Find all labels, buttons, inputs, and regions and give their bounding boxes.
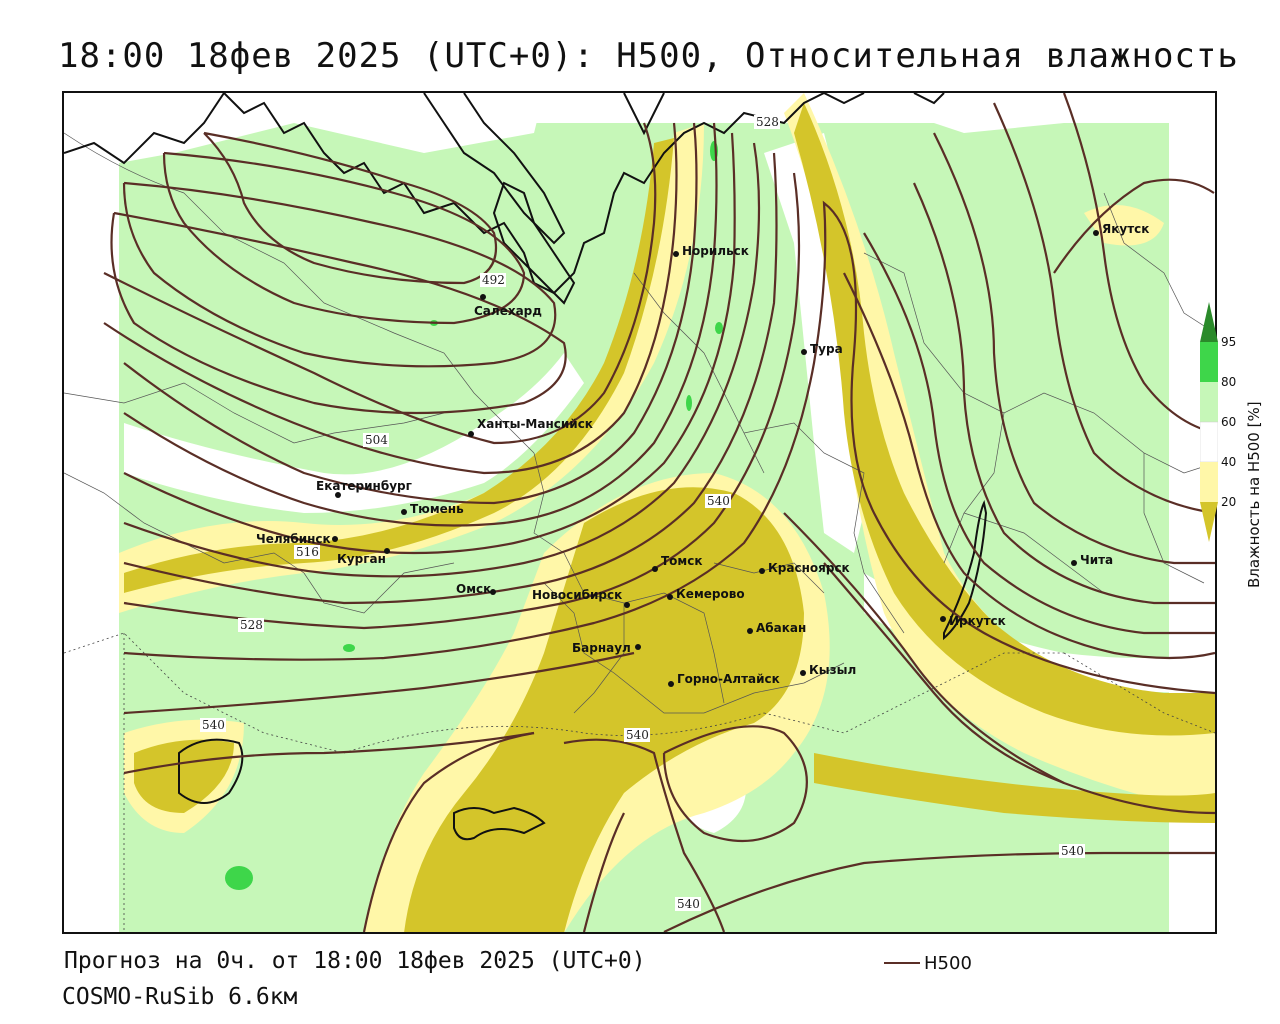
colorbar-title: Влажность на H500 [%] [1245,401,1263,588]
svg-text:Абакан: Абакан [756,621,806,635]
colorbar-tick: 95 [1221,335,1237,349]
city-tura: Тура [801,342,843,356]
svg-text:Горно-Алтайск: Горно-Алтайск [677,672,780,686]
colorbar-top-arrow [1200,302,1218,342]
city-salekhard: Салехард [474,294,542,318]
h500-legend-label: H500 [924,953,972,974]
svg-text:Кемерово: Кемерово [676,587,745,601]
city-omsk: Омск [456,582,496,596]
humidity-fill-very-high [225,866,253,890]
humidity-fill-mid [64,93,119,713]
city-barnaul: Барнаул [572,641,641,655]
city-yekaterinburg: Екатеринбург [316,479,412,498]
svg-text:Тура: Тура [810,342,843,356]
svg-text:Томск: Томск [661,554,703,568]
svg-text:Курган: Курган [337,552,386,566]
colorbar-bottom-arrow [1200,502,1218,542]
humidity-fill-very-low [124,138,674,593]
contour-label: 516 [296,545,319,559]
colorbar-tick: 20 [1221,495,1237,509]
humidity-colorbar [1200,302,1218,542]
svg-text:Норильск: Норильск [682,244,749,258]
city-chelyabinsk: Челябинск [256,532,338,546]
city-abakan: Абакан [747,621,806,635]
city-markers: Салехард Норильск Якутск Тура Ханты-Манс… [256,222,1149,687]
model-name: COSMO-RuSib 6.6км [62,984,298,1010]
contour-label: 528 [240,618,263,632]
contour-label: 540 [677,897,700,911]
contour-label: 540 [1061,844,1084,858]
city-yakutsk: Якутск [1093,222,1149,236]
svg-text:Красноярск: Красноярск [768,561,850,575]
contour-label: 540 [707,494,730,508]
svg-text:Ханты-Мансийск: Ханты-Мансийск [477,417,593,431]
colorbar-segment-20-40 [1200,462,1218,502]
city-kurgan: Курган [337,548,390,566]
contour-label: 540 [626,728,649,742]
contour-labels: 492 504 516 528 528 540 540 540 540 540 [200,115,1085,911]
city-tyumen: Тюмень [401,502,464,516]
svg-text:Челябинск: Челябинск [256,532,331,546]
city-krasnoyarsk: Красноярск [759,561,850,575]
colorbar-segment-60-80 [1200,382,1218,422]
svg-text:Тюмень: Тюмень [410,502,464,516]
map-panel: 492 504 516 528 528 540 540 540 540 540 … [62,91,1217,934]
city-novosibirsk: Новосибирск [532,588,630,608]
svg-text:Кызыл: Кызыл [809,663,856,677]
svg-text:Чита: Чита [1080,553,1113,567]
svg-text:Омск: Омск [456,582,491,596]
city-norilsk: Норильск [673,244,749,258]
forecast-info: Прогноз на 0ч. от 18:00 18фев 2025 (UTC+… [64,948,646,974]
svg-text:Иркутск: Иркутск [949,614,1006,628]
coastline [64,93,988,841]
svg-text:Новосибирск: Новосибирск [532,588,622,602]
colorbar-tick: 60 [1221,415,1237,429]
colorbar-segment-80-95 [1200,342,1218,382]
city-gorno-altaysk: Горно-Алтайск [668,672,780,687]
map-title: 18:00 18фев 2025 (UTC+0): H500, Относите… [58,36,1239,76]
city-kemerovo: Кемерово [667,587,745,601]
city-tomsk: Томск [652,554,703,572]
city-kyzyl: Кызыл [800,663,856,677]
h500-contours [103,93,1215,932]
city-irkutsk: Иркутск [940,614,1006,628]
colorbar-tick: 40 [1221,455,1237,469]
svg-text:Барнаул: Барнаул [572,641,631,655]
map-canvas: 492 504 516 528 528 540 540 540 540 540 … [64,93,1215,932]
svg-text:Салехард: Салехард [474,304,542,318]
city-chita: Чита [1071,553,1113,567]
svg-text:Якутск: Якутск [1102,222,1149,236]
city-khanty-mansiysk: Ханты-Мансийск [468,417,593,437]
contour-label: 540 [202,718,225,732]
colorbar-tick: 80 [1221,375,1237,389]
svg-text:Екатеринбург: Екатеринбург [316,479,412,493]
contour-label: 504 [365,433,388,447]
h500-legend-line [884,962,920,964]
contour-label: 528 [756,115,779,129]
colorbar-segment-40-60 [1200,421,1218,463]
contour-label: 492 [482,273,505,287]
